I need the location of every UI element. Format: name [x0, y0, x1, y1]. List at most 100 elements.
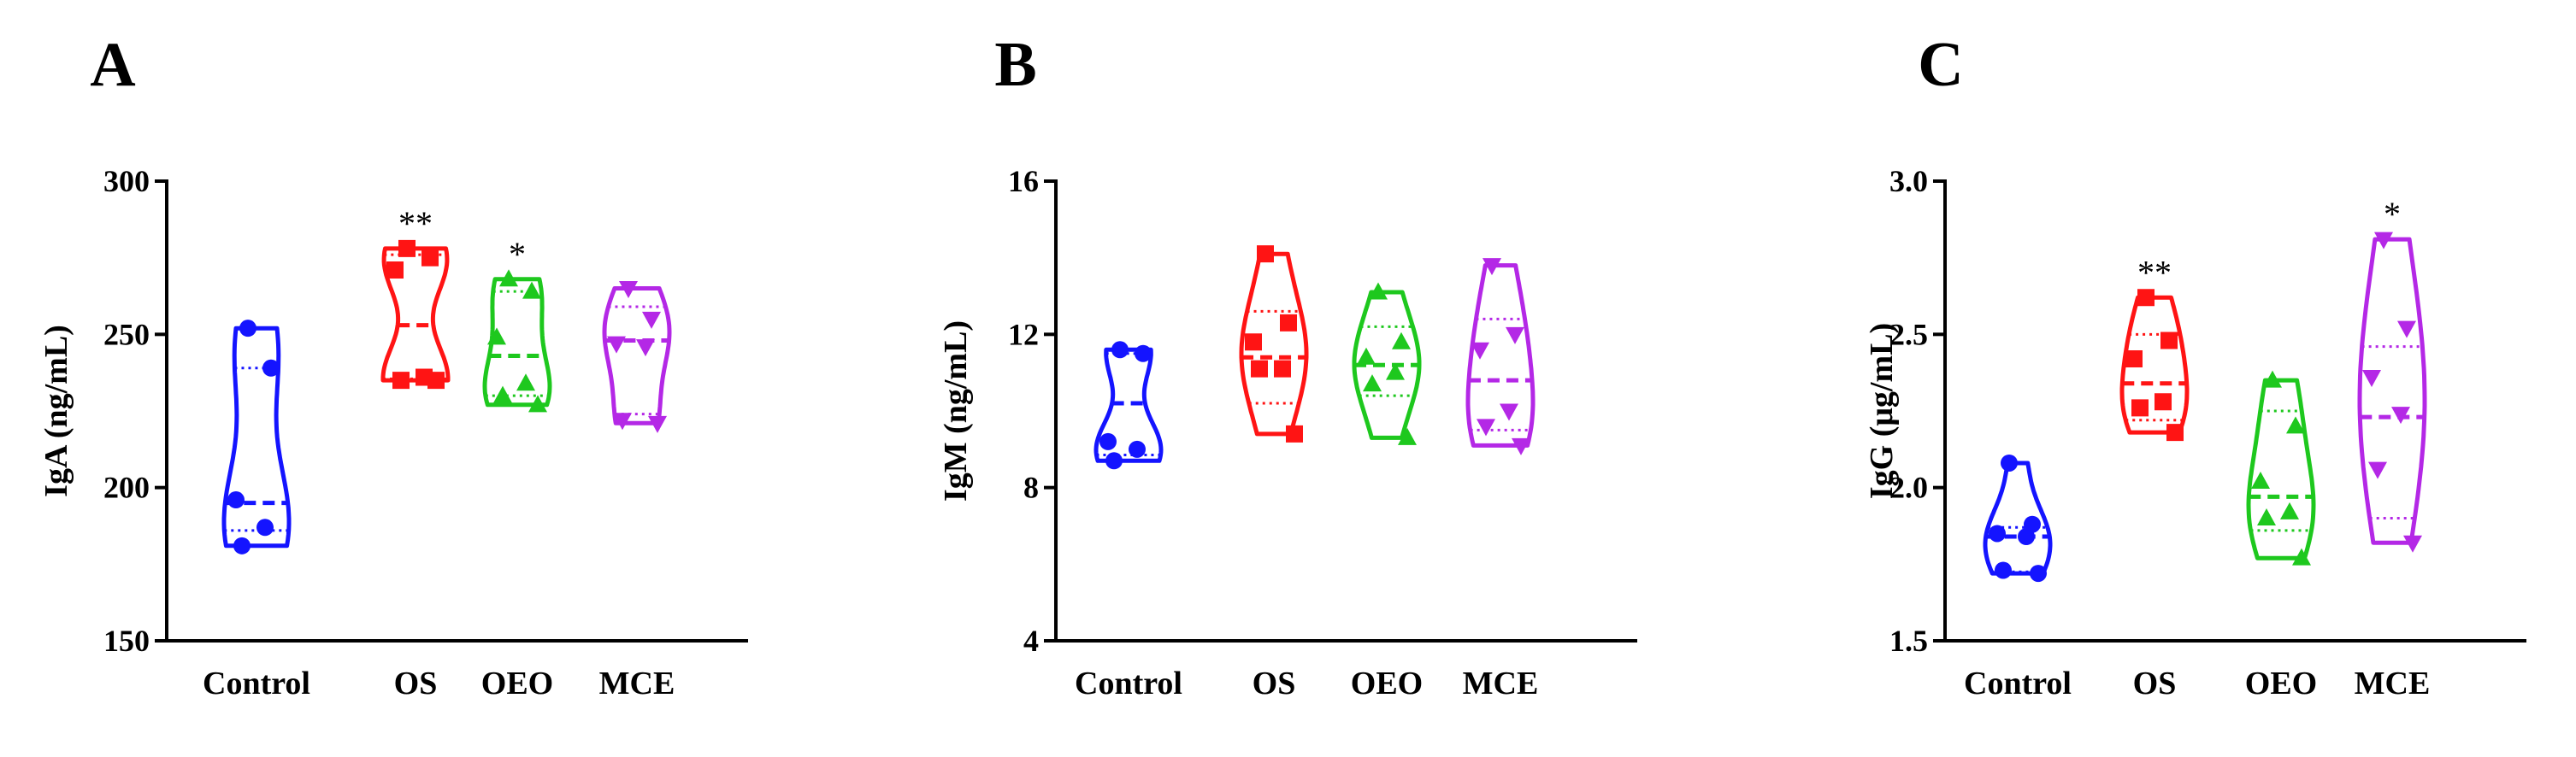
- x-tick-label: MCE: [1463, 666, 1539, 701]
- y-axis-label: IgA (ng/mL): [38, 325, 74, 497]
- panel-letter: A: [90, 30, 135, 100]
- data-point: [1989, 525, 2006, 543]
- y-tick-label: 4: [1023, 624, 1039, 658]
- data-point: [262, 359, 280, 377]
- y-tick-label: 200: [103, 471, 150, 505]
- data-point: [1274, 360, 1291, 378]
- data-point: [2137, 289, 2155, 307]
- data-point: [392, 372, 410, 390]
- data-point: [1099, 432, 1117, 450]
- data-point: [516, 373, 535, 391]
- data-point: [1471, 342, 1489, 360]
- data-point: [522, 281, 541, 299]
- data-point: [2362, 370, 2381, 388]
- x-tick-label: Control: [1964, 666, 2072, 701]
- y-tick-label: 150: [103, 624, 150, 658]
- violin-control: [221, 320, 292, 555]
- data-point: [2286, 416, 2305, 434]
- data-point: [2018, 528, 2035, 546]
- violin-mce: [1465, 258, 1536, 455]
- violin-control: [1983, 454, 2053, 583]
- y-tick-label: 8: [1023, 471, 1039, 505]
- data-point: [1363, 374, 1382, 392]
- y-tick-label: 3.0: [1889, 164, 1928, 198]
- data-point: [1506, 326, 1524, 344]
- data-point: [2263, 370, 2282, 388]
- data-point: [642, 311, 661, 329]
- data-point: [1105, 452, 1123, 470]
- violin-mce: [602, 281, 672, 433]
- data-point: [613, 413, 632, 431]
- data-point: [2030, 565, 2047, 583]
- x-tick-label: Control: [1075, 666, 1182, 701]
- x-tick-label: OEO: [2245, 666, 2317, 701]
- violin-oeo: *: [482, 235, 552, 413]
- significance-label: **: [2137, 253, 2172, 291]
- data-point: [2160, 332, 2178, 349]
- violin-oeo: [2246, 370, 2316, 566]
- data-point: [1357, 347, 1376, 365]
- data-point: [1251, 360, 1268, 378]
- y-axis-label: IgG (μg/mL): [1864, 323, 1900, 499]
- data-point: [1369, 282, 1388, 300]
- panel-letter: C: [1918, 30, 1963, 100]
- violin-outline: [1352, 290, 1422, 440]
- data-point: [499, 269, 518, 287]
- data-point: [1245, 333, 1262, 351]
- data-point: [607, 336, 626, 354]
- violin-outline: [1093, 347, 1164, 463]
- data-point: [636, 339, 655, 357]
- x-tick-label: OS: [2133, 666, 2177, 701]
- data-point: [619, 281, 638, 299]
- violin-outline: [482, 277, 552, 408]
- data-point: [1483, 258, 1501, 276]
- y-axis-label: IgM (ng/mL): [938, 320, 974, 502]
- data-point: [528, 395, 547, 413]
- data-point: [487, 327, 506, 345]
- violin-outline: [221, 326, 292, 549]
- x-tick-label: OS: [1253, 666, 1296, 701]
- data-point: [256, 519, 274, 537]
- violin-oeo: [1352, 282, 1422, 445]
- data-point: [2251, 471, 2270, 489]
- y-tick-label: 250: [103, 317, 150, 351]
- data-point: [493, 385, 512, 403]
- data-point: [1477, 419, 1495, 437]
- data-point: [1286, 425, 1303, 443]
- data-point: [2280, 502, 2299, 519]
- data-point: [1995, 561, 2012, 579]
- x-tick-label: OEO: [481, 666, 553, 701]
- data-point: [2391, 407, 2410, 425]
- y-tick-label: 300: [103, 164, 150, 198]
- data-point: [1398, 427, 1417, 445]
- data-point: [398, 239, 416, 257]
- violin-outline: [2246, 378, 2316, 560]
- panel-C: C IgG (μg/mL) 1.5 2.0 2.5 3.0 Control OS OEO MCE *…: [1864, 30, 2526, 701]
- panel-A: A IgA (ng/mL) 150 200 250 300 Control OS OEO MCE *…: [38, 30, 748, 701]
- data-point: [1129, 440, 1146, 458]
- y-tick-label: 16: [1008, 164, 1039, 198]
- violin-outline: [2357, 237, 2427, 545]
- data-point: [2397, 320, 2416, 338]
- violin-outline: [1465, 263, 1536, 448]
- x-tick-label: MCE: [599, 666, 675, 701]
- violin-os: [1239, 245, 1309, 443]
- x-tick-label: Control: [203, 666, 310, 701]
- data-point: [2155, 393, 2172, 411]
- data-point: [427, 372, 445, 390]
- data-point: [1257, 245, 1274, 263]
- data-point: [1512, 437, 1530, 455]
- data-point: [2374, 232, 2393, 249]
- x-tick-label: OEO: [1351, 666, 1423, 701]
- significance-label: *: [2384, 195, 2401, 233]
- significance-label: **: [398, 204, 433, 243]
- data-point: [386, 261, 404, 279]
- data-point: [1111, 341, 1129, 359]
- data-point: [2166, 424, 2184, 442]
- data-point: [1392, 332, 1411, 349]
- significance-label: *: [509, 235, 526, 273]
- violin-os: **: [380, 204, 451, 390]
- violin-outline: [1983, 461, 2053, 576]
- data-point: [2001, 454, 2018, 472]
